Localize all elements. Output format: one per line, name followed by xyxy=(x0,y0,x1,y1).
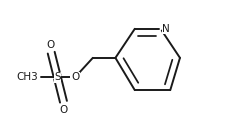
Text: O: O xyxy=(47,40,55,50)
Text: N: N xyxy=(162,24,169,34)
Text: CH3: CH3 xyxy=(16,72,38,82)
Text: O: O xyxy=(71,72,79,82)
Text: O: O xyxy=(59,105,68,115)
Text: S: S xyxy=(54,72,60,82)
